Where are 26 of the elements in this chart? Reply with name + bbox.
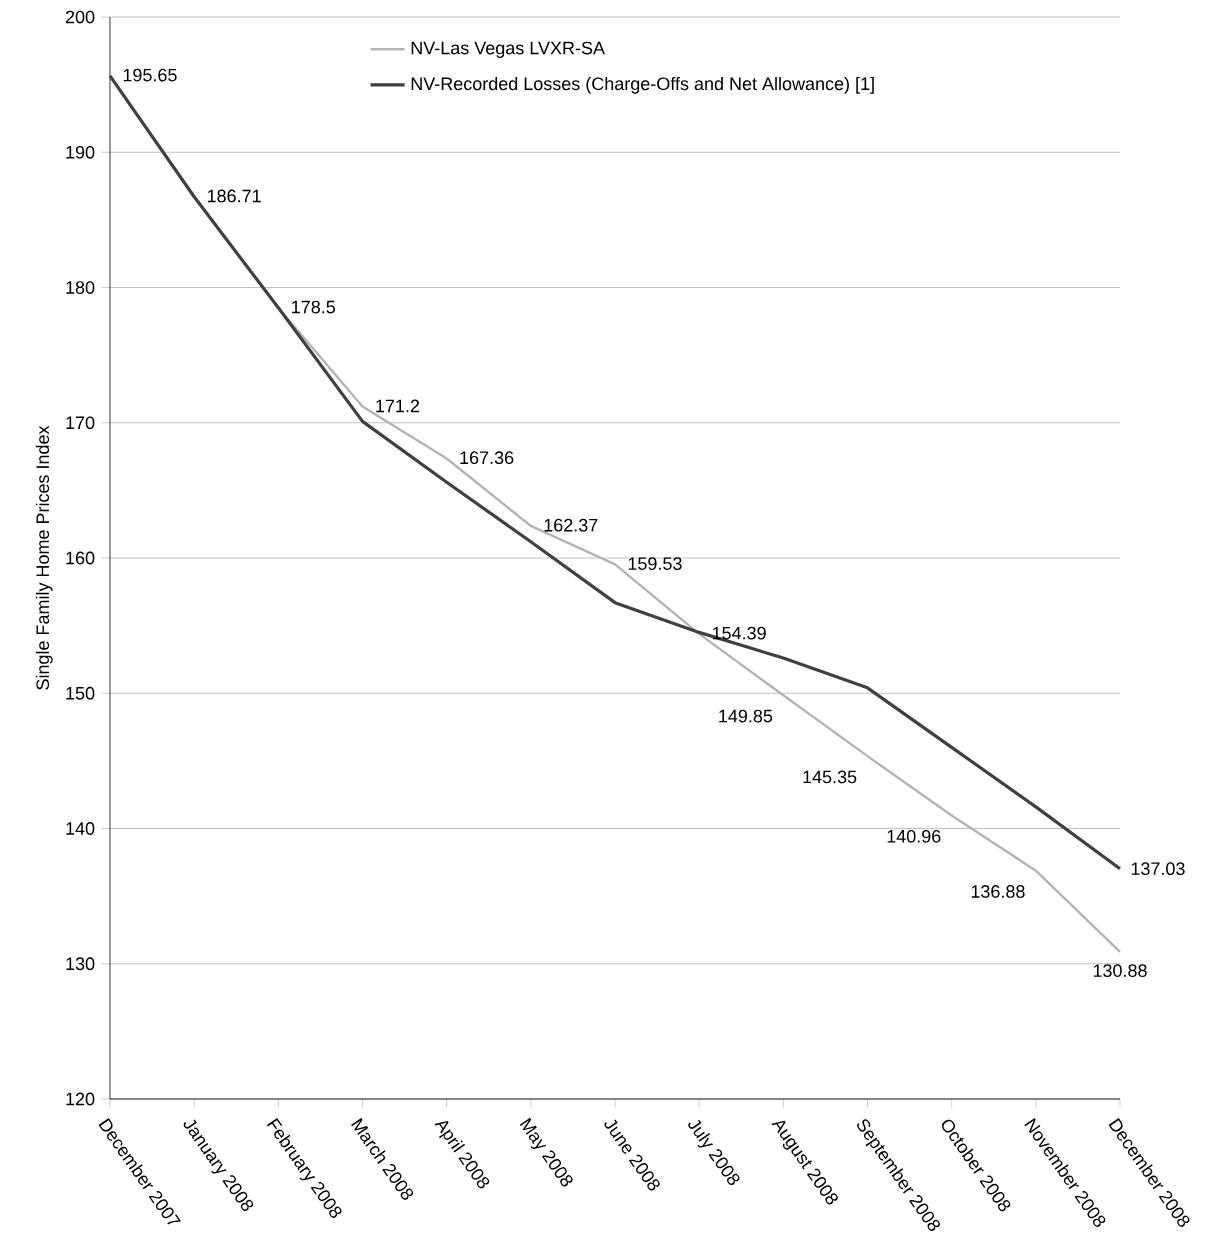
- data-label: 162.37: [544, 518, 598, 532]
- data-label: 130.88: [1093, 964, 1147, 978]
- data-label: 186.71: [207, 189, 261, 203]
- data-label: 167.36: [460, 451, 514, 465]
- y-tick-label: 160: [66, 551, 95, 565]
- data-label: 159.53: [628, 557, 682, 570]
- data-label: 178.5: [292, 300, 336, 314]
- y-tick-label: 190: [66, 145, 95, 159]
- data-label: 137.03: [1131, 862, 1185, 876]
- legend-label: NV-Recorded Losses (Charge-Offs and Net Allowance) [1]: [411, 76, 874, 94]
- y-tick-label: 200: [65, 10, 95, 24]
- data-label: 171.2: [376, 399, 420, 413]
- y-tick-label: 140: [66, 822, 95, 835]
- data-label: 154.39: [712, 626, 766, 640]
- legend-label: NV-Las Vegas LVXR-SA: [411, 41, 605, 58]
- y-tick-label: 180: [66, 281, 95, 294]
- y-axis-title: Single Family Home Prices Index: [35, 425, 53, 690]
- y-tick-label: 170: [66, 416, 95, 430]
- y-tick-label: 120: [66, 1092, 95, 1106]
- data-label: 145.35: [803, 770, 857, 784]
- data-label: 195.65: [123, 68, 177, 82]
- data-label: 140.96: [887, 829, 941, 843]
- data-label: 149.85: [719, 709, 773, 723]
- y-tick-label: 130: [66, 957, 95, 971]
- data-label: 136.88: [971, 885, 1025, 898]
- y-tick-label: 150: [66, 686, 95, 700]
